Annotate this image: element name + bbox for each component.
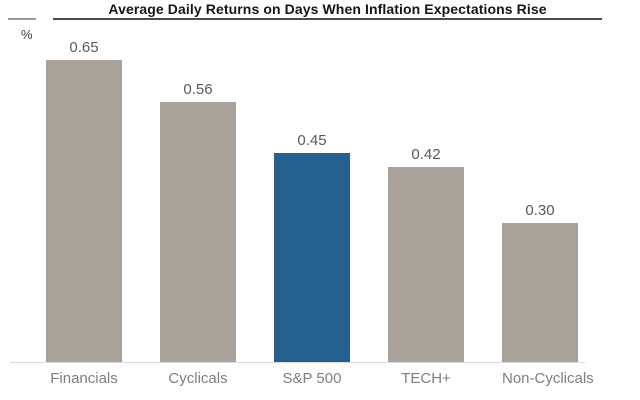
category-labels-row: Financials Cyclicals S&P 500 TECH+ Non-Cycli… bbox=[0, 370, 640, 387]
bar-tech bbox=[388, 167, 464, 362]
category-label-cyclicals: Cyclicals bbox=[168, 370, 228, 387]
y-axis-unit-label: % bbox=[21, 27, 33, 42]
category-label-tech: TECH+ bbox=[401, 370, 451, 387]
bar-column-s-p-500: 0.45 bbox=[274, 132, 350, 362]
chart-title: Average Daily Returns on Days When Infla… bbox=[108, 1, 547, 17]
category-label-s-p-500: S&P 500 bbox=[282, 370, 342, 387]
bar-s-p-500 bbox=[274, 153, 350, 362]
bar-column-non-cyclicals: 0.30 bbox=[502, 202, 578, 362]
title-underline bbox=[53, 18, 602, 20]
plot-area: 0.65 0.56 0.45 0.42 0.30 bbox=[46, 39, 578, 362]
bar-column-financials: 0.65 bbox=[46, 39, 122, 362]
bar-financials bbox=[46, 60, 122, 362]
bar-value-label: 0.30 bbox=[525, 202, 555, 219]
bar-column-tech: 0.42 bbox=[388, 146, 464, 362]
bar-column-cyclicals: 0.56 bbox=[160, 81, 236, 362]
bar-value-label: 0.56 bbox=[183, 81, 213, 98]
bar-non-cyclicals bbox=[502, 223, 578, 362]
x-axis-line bbox=[10, 362, 585, 363]
bar-value-label: 0.42 bbox=[411, 146, 441, 163]
bar-cyclicals bbox=[160, 102, 236, 362]
category-label-financials: Financials bbox=[50, 370, 118, 387]
category-label-non-cyclicals: Non-Cyclicals bbox=[502, 370, 594, 387]
bar-value-label: 0.45 bbox=[297, 132, 327, 149]
bar-value-label: 0.65 bbox=[69, 39, 99, 56]
y-axis-tick-line bbox=[8, 18, 36, 20]
